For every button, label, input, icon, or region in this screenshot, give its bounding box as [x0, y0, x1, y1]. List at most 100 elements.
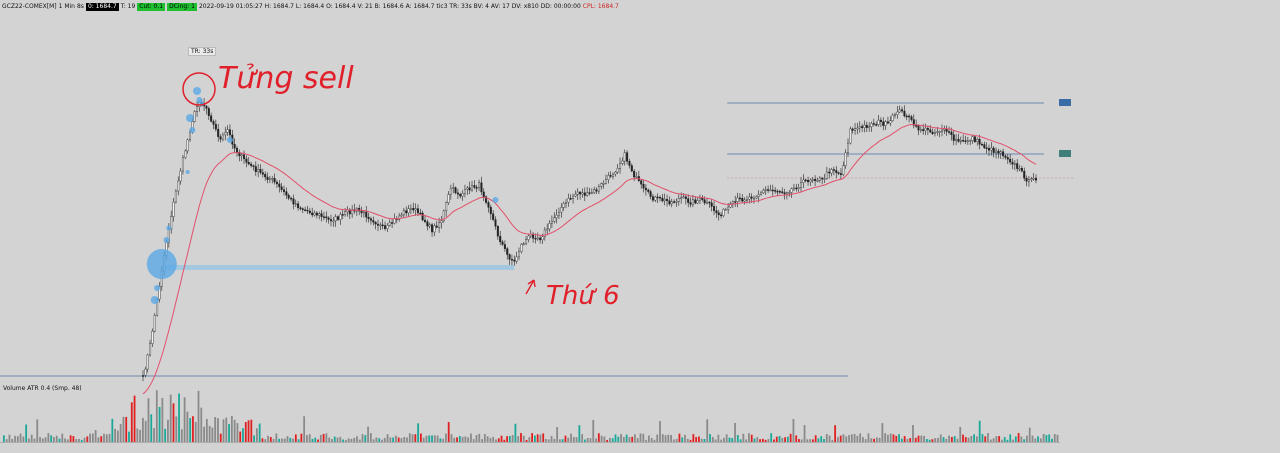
tr-label: TR: 33s [188, 47, 217, 56]
candle-body [485, 196, 488, 203]
candle-body [997, 150, 1000, 154]
candle-body [174, 190, 177, 203]
volume-bar [956, 438, 959, 442]
volume-bar [909, 438, 912, 442]
candle-body [527, 235, 530, 240]
volume-bar [139, 429, 142, 442]
candle-body [595, 189, 598, 192]
volume-bar [194, 422, 197, 442]
level-band [161, 265, 515, 270]
candle-body [950, 131, 953, 135]
volume-bar [1037, 436, 1039, 442]
volume-bar [186, 411, 189, 442]
candle-body [1004, 155, 1007, 158]
candle-body [832, 169, 835, 171]
volume-bar [850, 434, 853, 442]
volume-bar [878, 437, 881, 442]
candle-body [809, 179, 812, 183]
volume-bar [559, 439, 561, 442]
candle-body [656, 196, 659, 199]
volume-bar [784, 437, 786, 442]
candle-body [339, 214, 342, 220]
volume-bar [681, 437, 684, 442]
volume-bar [678, 433, 681, 442]
candle-body [463, 188, 466, 194]
volume-bar [622, 436, 625, 442]
candle-body [522, 243, 525, 245]
candle-body [557, 212, 560, 216]
candle-body [886, 121, 889, 124]
candle-body [268, 178, 271, 181]
candle-body [776, 190, 779, 193]
volume-bar [606, 439, 609, 442]
candle-body [616, 168, 619, 173]
volume-bar [433, 435, 436, 442]
candle-body [905, 115, 908, 118]
candle-body [456, 192, 459, 195]
candle-body [952, 134, 955, 141]
candle-body [407, 208, 410, 214]
candle-body [207, 108, 210, 116]
volume-bar [675, 438, 678, 442]
volume-bar [536, 434, 539, 442]
volume-bar [742, 433, 745, 442]
candle-body [515, 256, 518, 262]
volume-bar [247, 420, 250, 442]
candle-body [243, 154, 246, 160]
candle-body [480, 182, 483, 193]
volume-bar [1039, 438, 1042, 442]
volume-bar [1028, 427, 1031, 442]
volume-bar [834, 425, 837, 442]
volume-bar [375, 437, 378, 442]
volume-bar [472, 439, 475, 442]
volume-bar [30, 434, 33, 442]
candle-body [628, 161, 631, 166]
candle-body [795, 187, 798, 190]
candle-body [320, 213, 323, 217]
candle-body [449, 188, 452, 195]
volume-bar [403, 436, 406, 442]
candle-body [567, 198, 570, 203]
volume-bar [100, 436, 103, 442]
volume-bar [189, 418, 192, 442]
volume-bar [369, 433, 372, 442]
volume-bar [431, 435, 433, 442]
volume-bar [1026, 435, 1028, 442]
candle-body [583, 192, 586, 196]
volume-bar [709, 434, 711, 442]
candle-body [717, 212, 720, 216]
volume-bar [773, 439, 775, 442]
volume-bar [394, 435, 397, 442]
volume-bar [208, 425, 211, 442]
volume-bar [356, 436, 358, 442]
candle-body [315, 212, 318, 216]
candle-body [478, 182, 481, 188]
volume-bar [875, 437, 878, 442]
candle-body [386, 225, 389, 229]
candle-body [922, 129, 925, 131]
candle-body [379, 224, 382, 227]
candle-body [962, 140, 965, 142]
candle-body [499, 235, 502, 243]
volume-bar [770, 433, 773, 442]
volume-bar [898, 434, 900, 442]
bubble-marker [196, 97, 203, 103]
volume-bar [111, 418, 114, 442]
volume-bar [358, 439, 361, 442]
candle-body [703, 199, 706, 204]
bubble-marker [193, 87, 202, 95]
volume-bar [422, 437, 425, 442]
volume-bar [517, 436, 520, 442]
volume-bar [584, 439, 586, 442]
volume-bar [128, 431, 130, 442]
volume-bar [839, 435, 842, 442]
annotation-top: Tửng sell [218, 61, 354, 96]
volume-bar [80, 439, 83, 442]
candle-body [496, 226, 499, 237]
volume-bar [203, 426, 205, 442]
candle-body [677, 198, 680, 202]
candle-body [186, 139, 189, 152]
volume-bar [739, 439, 742, 442]
candle-body [767, 189, 770, 191]
